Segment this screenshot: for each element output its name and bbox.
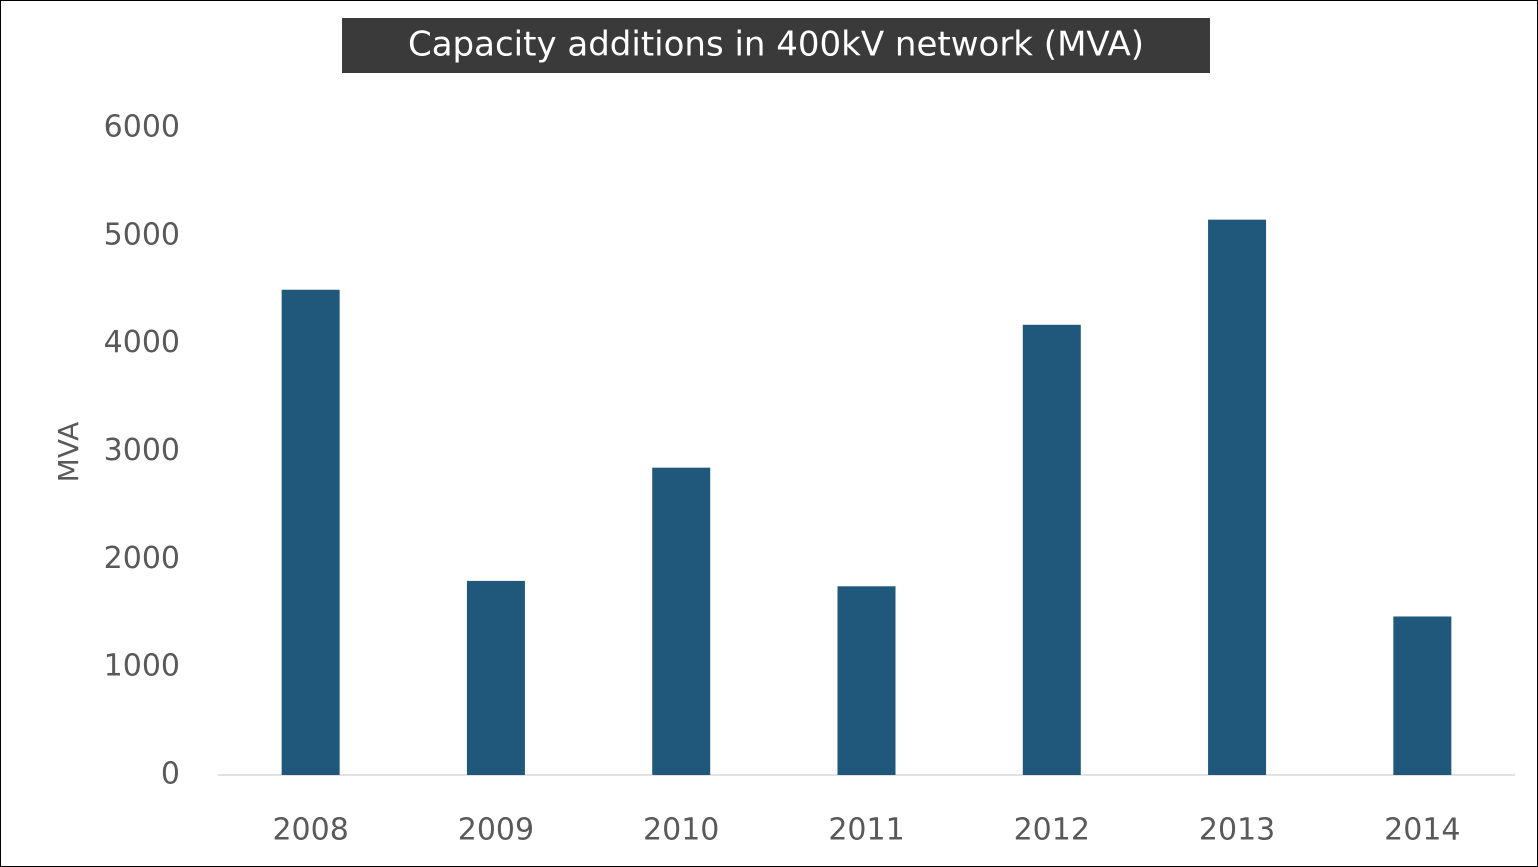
title-background — [342, 18, 1210, 73]
y-tick-label: 2000 — [104, 541, 180, 576]
y-tick-label: 5000 — [104, 217, 180, 252]
bar — [281, 289, 340, 775]
y-tick-label: 6000 — [104, 110, 180, 145]
y-tick-label: 0 — [161, 757, 180, 792]
x-tick-label: 2014 — [1384, 813, 1460, 848]
x-tick-label: 2009 — [458, 813, 534, 848]
y-tick-label: 1000 — [104, 649, 180, 684]
x-tick-label: 2010 — [643, 813, 719, 848]
bar — [466, 580, 525, 775]
bar — [837, 586, 896, 775]
x-tick-label: 2011 — [828, 813, 904, 848]
bar — [1022, 324, 1081, 775]
x-tick-label: 2008 — [272, 813, 348, 848]
y-axis-label: MVA — [52, 422, 85, 483]
bar — [652, 467, 711, 775]
x-tick-label: 2013 — [1199, 813, 1275, 848]
y-tick-label: 4000 — [104, 325, 180, 360]
bar — [1393, 616, 1452, 775]
chart-title: Capacity additions in 400kV network (MVA… — [408, 25, 1144, 65]
bar — [1208, 219, 1267, 776]
x-tick-label: 2012 — [1014, 813, 1090, 848]
y-tick-label: 3000 — [104, 433, 180, 468]
